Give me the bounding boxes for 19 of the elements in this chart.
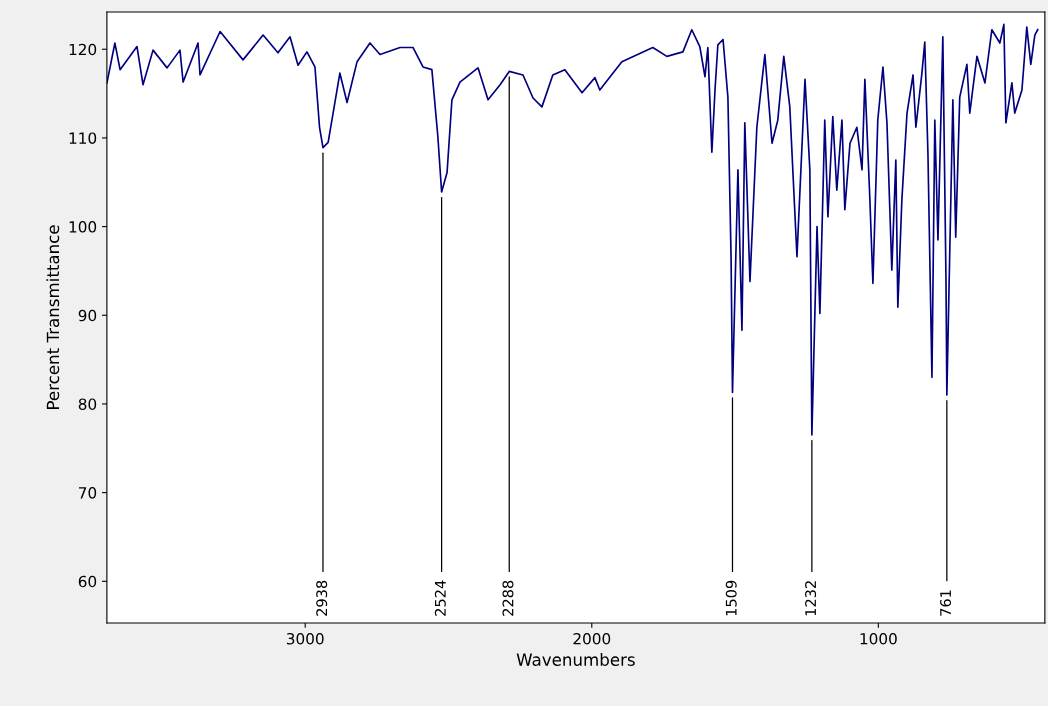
- y-tick-label: 110: [69, 132, 97, 144]
- y-tick-label: 100: [69, 221, 97, 233]
- annotation: 1509: [725, 580, 737, 616]
- x-tick-label: 3000: [286, 632, 324, 645]
- annotation: 2524: [434, 580, 446, 616]
- y-tick-label: 80: [78, 398, 97, 410]
- y-tick-label: 120: [69, 43, 97, 56]
- annotation: 2938: [316, 580, 328, 616]
- x-tick-label: 2000: [573, 632, 611, 645]
- annotation: 761: [940, 590, 952, 616]
- y-tick-label: 60: [78, 575, 97, 588]
- x-tick-label: 1000: [860, 632, 897, 645]
- y-axis-title: Percent Transmittance: [46, 225, 60, 409]
- y-tick-label: 70: [78, 487, 97, 499]
- x-axis-title: Wavenumbers: [516, 653, 635, 666]
- annotation: 2288: [502, 580, 514, 616]
- annotation: 1232: [805, 581, 817, 616]
- y-tick-label: 90: [78, 309, 97, 322]
- line-series: [106, 23, 1039, 436]
